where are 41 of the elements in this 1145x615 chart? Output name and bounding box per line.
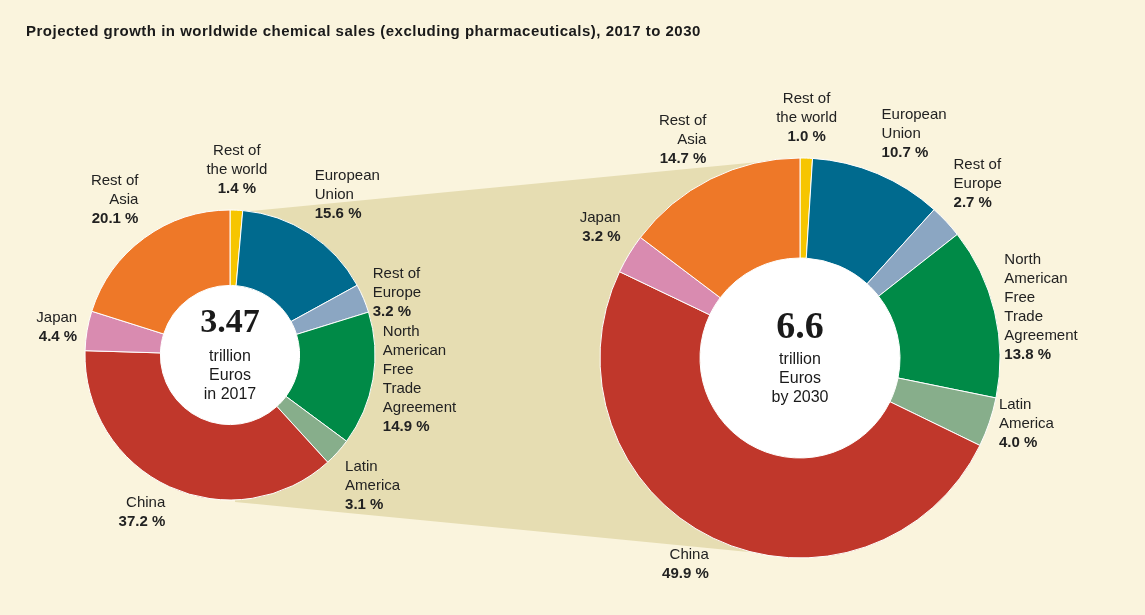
text: Euros [209, 365, 251, 383]
slice-label: European Union [881, 105, 947, 142]
slice-label: European Union [314, 165, 380, 202]
slice-label: Japan [579, 208, 621, 226]
slice-label: Rest of the world [206, 140, 268, 177]
slice-label: Rest of Asia [90, 170, 140, 207]
data-label: 20.1 % [91, 208, 139, 226]
data-label: 15.6 % [314, 203, 362, 221]
slice-label: China [669, 544, 710, 562]
data-label: 3.2 % [582, 227, 621, 245]
chart-title: Projected growth in worldwide chemical sales (excluding pharmaceuticals), 2017 to 2030 [26, 22, 701, 39]
data-label: 13.8 % [1004, 345, 1052, 363]
data-label: 10.7 % [881, 143, 929, 161]
text: trillion [779, 349, 821, 367]
text: 3.47 [200, 302, 260, 340]
data-label: 14.7 % [659, 148, 707, 166]
slice-label: Latin America [345, 456, 401, 493]
data-label: 3.2 % [372, 301, 412, 319]
text: Euros [779, 368, 821, 386]
data-label: 4.0 % [998, 432, 1038, 450]
data-label: 37.2 % [118, 512, 166, 530]
slice-label: Rest of Asia [658, 110, 708, 147]
data-label: 49.9 % [662, 563, 709, 581]
data-label: 4.4 % [38, 326, 78, 344]
data-label: 2.7 % [953, 193, 992, 211]
slice-label: Latin America [998, 394, 1055, 431]
slice-label: China [126, 493, 166, 511]
text: by 2030 [771, 387, 829, 405]
slice-label: Rest of Europe [953, 155, 1002, 192]
text: 6.6 [776, 304, 824, 347]
data-label: 3.1 % [345, 494, 384, 512]
text: in 2017 [203, 384, 257, 402]
slice-label: Rest of Europe [372, 263, 422, 300]
data-label: 1.4 % [217, 178, 256, 196]
text: trillion [209, 346, 251, 364]
slice-label: Japan [36, 307, 78, 325]
data-label: 1.0 % [787, 126, 826, 144]
data-label: 14.9 % [382, 416, 430, 434]
slice-label: Rest of the world [776, 88, 838, 125]
slice-label: North American Free Trade Agreement [1004, 250, 1079, 344]
slice-label: North American Free Trade Agreement [382, 321, 458, 415]
